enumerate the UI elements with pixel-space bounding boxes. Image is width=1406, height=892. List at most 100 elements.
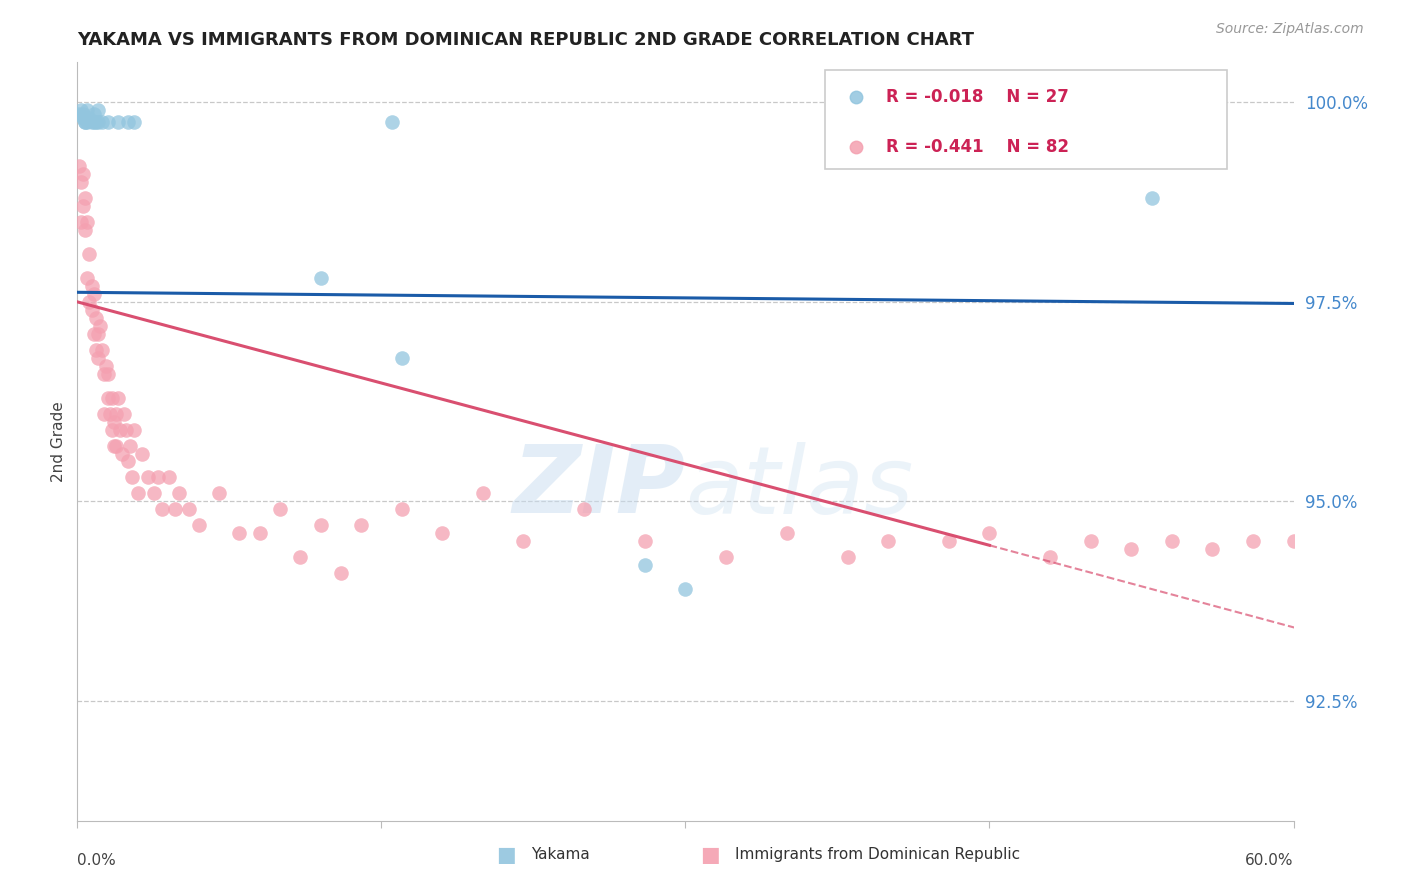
Point — [75, 191, 97, 205]
Point — [177, 502, 200, 516]
Point — [86, 326, 108, 341]
Point — [76, 115, 98, 129]
Point — [290, 550, 312, 565]
Point — [67, 107, 90, 121]
Point — [1161, 534, 1184, 549]
Point — [75, 115, 97, 129]
Point — [117, 454, 139, 468]
Point — [471, 486, 494, 500]
FancyBboxPatch shape — [825, 70, 1226, 169]
Point — [93, 367, 115, 381]
Text: ■: ■ — [700, 845, 720, 864]
Point — [70, 215, 93, 229]
Point — [877, 534, 900, 549]
Point — [391, 351, 413, 365]
Point — [93, 407, 115, 421]
Point — [329, 566, 352, 581]
Point — [152, 502, 174, 516]
Point — [380, 115, 402, 129]
Point — [107, 115, 129, 129]
Text: R = -0.018    N = 27: R = -0.018 N = 27 — [886, 87, 1069, 105]
Text: R = -0.441    N = 82: R = -0.441 N = 82 — [886, 138, 1069, 156]
Text: YAKAMA VS IMMIGRANTS FROM DOMINICAN REPUBLIC 2ND GRADE CORRELATION CHART: YAKAMA VS IMMIGRANTS FROM DOMINICAN REPU… — [77, 31, 974, 49]
Point — [572, 502, 595, 516]
Point — [67, 159, 90, 173]
Point — [121, 470, 143, 484]
Point — [79, 247, 101, 261]
Point — [76, 215, 98, 229]
Point — [94, 359, 117, 373]
Point — [1282, 534, 1305, 549]
Point — [350, 518, 373, 533]
Point — [84, 343, 107, 357]
Point — [98, 407, 121, 421]
Point — [776, 526, 799, 541]
Point — [70, 103, 93, 118]
Point — [1323, 526, 1346, 541]
Point — [76, 103, 98, 118]
Point — [634, 558, 657, 573]
Point — [117, 115, 139, 129]
Point — [167, 486, 190, 500]
Point — [1201, 542, 1223, 557]
Point — [75, 115, 97, 129]
Point — [112, 407, 135, 421]
Point — [101, 423, 124, 437]
Point — [107, 391, 129, 405]
Point — [72, 199, 94, 213]
Point — [1140, 191, 1163, 205]
Point — [115, 423, 138, 437]
Point — [89, 318, 111, 333]
Text: ZIP: ZIP — [513, 441, 686, 533]
Point — [103, 438, 125, 452]
Point — [131, 446, 153, 460]
Point — [104, 438, 127, 452]
Point — [1171, 115, 1194, 129]
Point — [86, 103, 108, 118]
Point — [1080, 534, 1102, 549]
Point — [86, 115, 108, 129]
Point — [118, 438, 141, 452]
Point — [75, 223, 97, 237]
Point — [122, 423, 145, 437]
Point — [72, 107, 94, 121]
Point — [72, 112, 94, 126]
Point — [97, 391, 120, 405]
Point — [127, 486, 149, 500]
Point — [70, 175, 93, 189]
Point — [136, 470, 159, 484]
Point — [83, 107, 105, 121]
Point — [309, 518, 332, 533]
Text: Yakama: Yakama — [531, 847, 591, 862]
Point — [101, 391, 124, 405]
Point — [1121, 542, 1143, 557]
Point — [249, 526, 271, 541]
Point — [83, 115, 105, 129]
Point — [163, 502, 186, 516]
Point — [148, 470, 170, 484]
Point — [1241, 534, 1264, 549]
Point — [80, 115, 103, 129]
Text: 0.0%: 0.0% — [77, 853, 117, 868]
Point — [634, 534, 657, 549]
Text: Source: ZipAtlas.com: Source: ZipAtlas.com — [1216, 22, 1364, 37]
Point — [76, 271, 98, 285]
Point — [269, 502, 291, 516]
Point — [80, 279, 103, 293]
Point — [675, 582, 697, 597]
Point — [79, 112, 101, 126]
Point — [103, 415, 125, 429]
Point — [84, 115, 107, 129]
Y-axis label: 2nd Grade: 2nd Grade — [51, 401, 66, 482]
Point — [90, 343, 112, 357]
Point — [108, 423, 131, 437]
Text: ■: ■ — [496, 845, 516, 864]
Point — [86, 351, 108, 365]
Point — [309, 271, 332, 285]
Point — [837, 550, 859, 565]
Point — [90, 115, 112, 129]
Point — [979, 526, 1001, 541]
Point — [83, 326, 105, 341]
Point — [79, 294, 101, 309]
Text: 60.0%: 60.0% — [1246, 853, 1294, 868]
